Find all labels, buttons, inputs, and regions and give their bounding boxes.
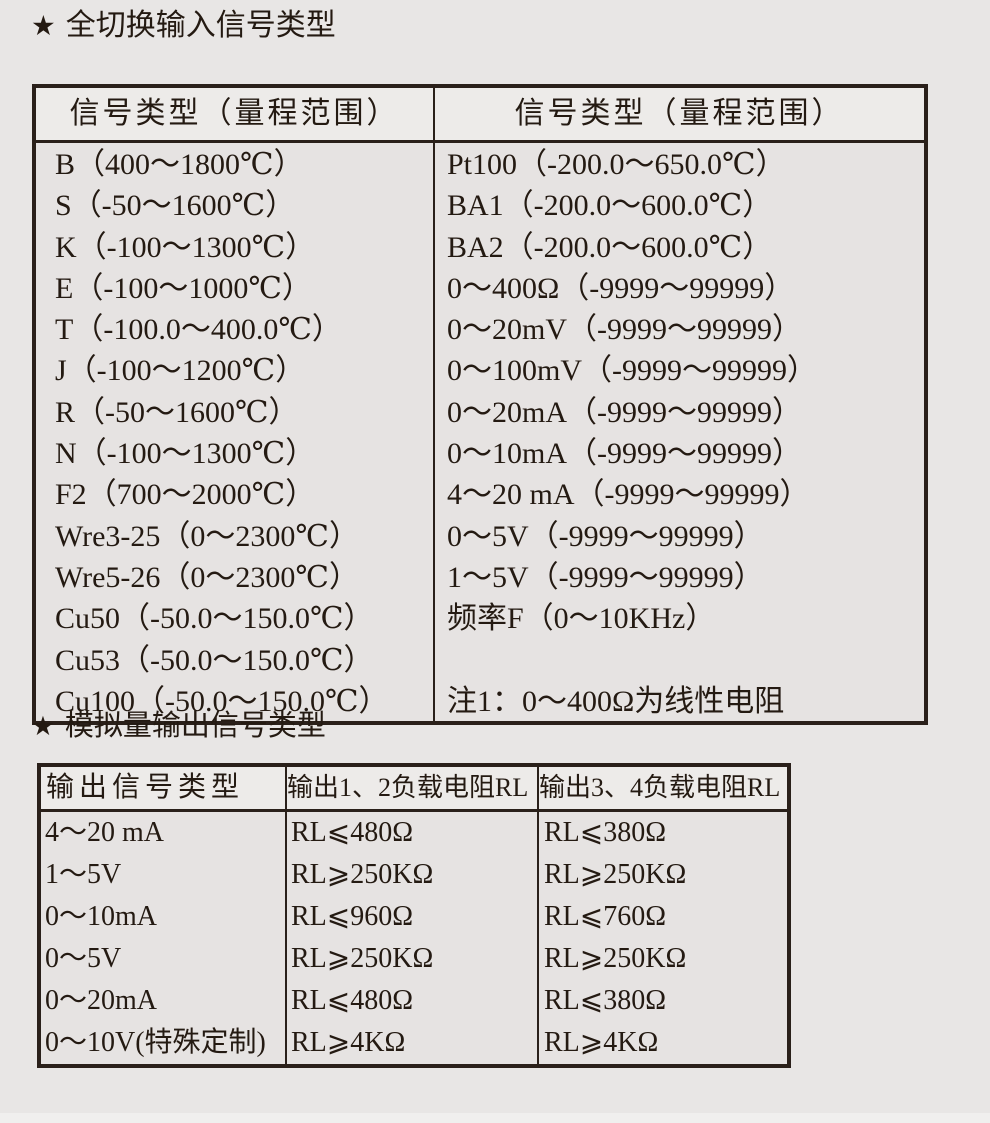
input-table-header-right: 信号类型（量程范围） bbox=[514, 97, 845, 130]
load-resistance-cell: RL⩽480Ω bbox=[291, 817, 414, 848]
signal-range-entry: 0～20mV（-9999～99999） bbox=[447, 313, 802, 347]
input-signal-table-body: B（400～1800℃） S（-50～1600℃） K（-100～1300℃） E（-… bbox=[36, 143, 924, 721]
signal-range-entry: J（-100～1200℃） bbox=[55, 354, 306, 388]
signal-range-entry: 频率F（0～10KHz） bbox=[447, 602, 716, 636]
output-type-cell: 0～10mA bbox=[45, 901, 158, 932]
output-table-header-rl12: 输出1、2负载电阻RL bbox=[287, 767, 539, 809]
signal-range-entry bbox=[447, 640, 924, 681]
section-title-text: 模拟量输出信号类型 bbox=[64, 710, 326, 742]
load-resistance-cell: RL⩾250KΩ bbox=[291, 943, 434, 974]
signal-range-entry: N（-100～1300℃） bbox=[55, 437, 316, 471]
star-icon: ★ bbox=[31, 10, 56, 41]
signal-range-entry: Cu100（-50.0～150.0℃） bbox=[55, 684, 389, 718]
load-resistance-cell: RL⩽380Ω bbox=[544, 985, 667, 1016]
input-table-right-column: Pt100（-200.0～650.0℃） BA1（-200.0～600.0℃） BA… bbox=[435, 143, 924, 721]
input-table-header-left: 信号类型（量程范围） bbox=[36, 88, 435, 140]
input-signal-section-title: ★ 全切换输入信号类型 bbox=[31, 8, 336, 44]
signal-range-entry: 0～400Ω（-9999～99999） bbox=[447, 271, 795, 305]
signal-range-entry: Wre3-25（0～2300℃） bbox=[55, 519, 359, 553]
star-icon: ★ bbox=[31, 711, 55, 741]
output-table-rl34-column: RL⩽380Ω RL⩾250KΩ RL⩽760Ω RL⩾250KΩ RL⩽380Ω RL⩾… bbox=[539, 812, 787, 1064]
signal-range-entry: BA1（-200.0～600.0℃） bbox=[447, 189, 773, 223]
load-resistance-cell: RL⩽760Ω bbox=[544, 901, 667, 932]
signal-range-entry: F2（700～2000℃） bbox=[55, 478, 316, 512]
output-table-rl12-column: RL⩽480Ω RL⩾250KΩ RL⩽960Ω RL⩾250KΩ RL⩽480Ω RL⩾… bbox=[287, 812, 539, 1064]
signal-range-entry: 0～5V（-9999～99999） bbox=[447, 519, 764, 553]
signal-range-entry: R（-50～1600℃） bbox=[55, 395, 299, 429]
load-resistance-cell: RL⩽960Ω bbox=[291, 901, 414, 932]
signal-range-entry: B（400～1800℃） bbox=[55, 148, 304, 181]
output-type-cell: 0～10V(特殊定制) bbox=[45, 1027, 266, 1058]
output-type-cell: 0～20mA bbox=[45, 985, 158, 1016]
signal-range-entry: T（-100.0～400.0℃） bbox=[55, 313, 342, 347]
output-table-header-type: 输出信号类型 bbox=[41, 767, 287, 809]
output-signal-table-header-row: 输出信号类型 输出1、2负载电阻RL 输出3、4负载电阻RL bbox=[41, 767, 787, 812]
signal-range-entry: 注1：0～400Ω为线性电阻 bbox=[447, 684, 785, 718]
signal-range-entry: K（-100～1300℃） bbox=[55, 230, 316, 264]
output-signal-table: 输出信号类型 输出1、2负载电阻RL 输出3、4负载电阻RL 4～20 mA 1～… bbox=[37, 763, 791, 1068]
output-type-cell: 4～20 mA bbox=[45, 817, 165, 848]
section-title-text: 全切换输入信号类型 bbox=[65, 9, 336, 42]
load-resistance-cell: RL⩾250KΩ bbox=[544, 943, 687, 974]
output-signal-section-title: ★ 模拟量输出信号类型 bbox=[31, 708, 326, 744]
signal-range-entry: Wre5-26（0～2300℃） bbox=[55, 560, 359, 594]
input-table-left-column: B（400～1800℃） S（-50～1600℃） K（-100～1300℃） E（-… bbox=[36, 143, 435, 721]
signal-range-entry: 0～20mA（-9999～99999） bbox=[447, 395, 802, 429]
signal-range-entry: Cu53（-50.0～150.0℃） bbox=[55, 643, 374, 677]
input-signal-table: 信号类型（量程范围） 信号类型（量程范围） B（400～1800℃） S（-50～… bbox=[32, 84, 928, 725]
signal-range-entry: Cu50（-50.0～150.0℃） bbox=[55, 602, 374, 636]
load-resistance-cell: RL⩾250KΩ bbox=[291, 859, 434, 890]
signal-range-entry: S（-50～1600℃） bbox=[55, 189, 296, 223]
load-resistance-cell: RL⩽380Ω bbox=[544, 817, 667, 848]
signal-range-entry: Pt100（-200.0～650.0℃） bbox=[447, 148, 786, 181]
page-bottom-strip bbox=[0, 1113, 990, 1123]
load-resistance-cell: RL⩾4KΩ bbox=[544, 1027, 659, 1058]
output-type-cell: 0～5V bbox=[45, 943, 122, 974]
signal-range-entry: 1～5V（-9999～99999） bbox=[447, 560, 764, 594]
output-table-type-column: 4～20 mA 1～5V 0～10mA 0～5V 0～20mA 0～10V(特殊定制) bbox=[41, 812, 287, 1064]
output-table-header-rl34: 输出3、4负载电阻RL bbox=[539, 773, 781, 802]
signal-range-entry: 4～20 mA（-9999～99999） bbox=[447, 478, 810, 512]
signal-range-entry: E（-100～1000℃） bbox=[55, 271, 312, 305]
output-signal-table-body: 4～20 mA 1～5V 0～10mA 0～5V 0～20mA 0～10V(特殊定制) R… bbox=[41, 812, 787, 1064]
load-resistance-cell: RL⩾250KΩ bbox=[544, 859, 687, 890]
output-type-cell: 1～5V bbox=[45, 859, 122, 890]
signal-range-entry: 0～10mA（-9999～99999） bbox=[447, 437, 802, 471]
signal-range-entry: 0～100mV（-9999～99999） bbox=[447, 354, 817, 388]
input-signal-table-header-row: 信号类型（量程范围） 信号类型（量程范围） bbox=[36, 88, 924, 143]
signal-range-entry: BA2（-200.0～600.0℃） bbox=[447, 230, 773, 264]
load-resistance-cell: RL⩽480Ω bbox=[291, 985, 414, 1016]
load-resistance-cell: RL⩾4KΩ bbox=[291, 1027, 406, 1058]
